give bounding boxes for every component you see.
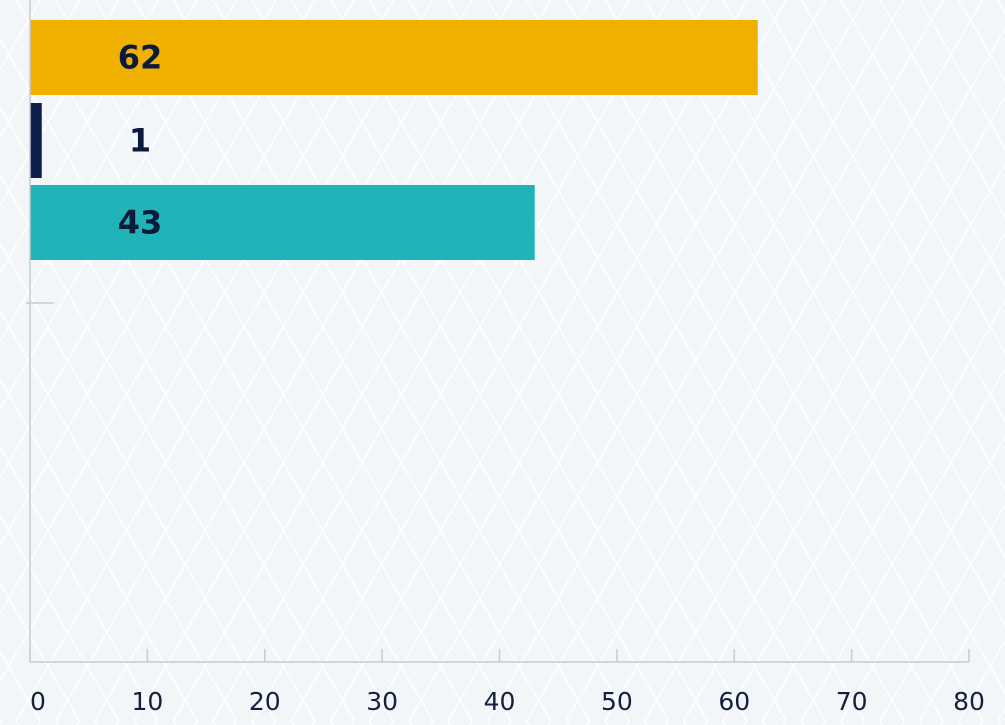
x-tick-label-20: 20 — [249, 687, 281, 716]
x-tick-label-80: 80 — [953, 687, 985, 716]
bar-1-value-label: 62 — [118, 39, 163, 77]
x-tick-label-50: 50 — [601, 687, 633, 716]
bar-3-value-label: 43 — [118, 204, 163, 242]
x-tick-label-70: 70 — [836, 687, 868, 716]
x-tick-label-40: 40 — [484, 687, 516, 716]
x-tick-label-60: 60 — [718, 687, 750, 716]
x-tick-label-10: 10 — [131, 687, 163, 716]
bar-1 — [30, 20, 758, 95]
data-labels-layer: 62 1 43 — [118, 39, 163, 242]
x-tick-label-30: 30 — [366, 687, 398, 716]
bar-2-value-label: 1 — [129, 122, 151, 160]
x-tick-label-0: 0 — [30, 687, 46, 716]
bars-layer — [30, 20, 758, 260]
bar-2 — [30, 103, 42, 178]
bar-3 — [30, 185, 535, 260]
x-axis: 0 10 20 30 40 50 60 70 80 — [26, 0, 985, 716]
